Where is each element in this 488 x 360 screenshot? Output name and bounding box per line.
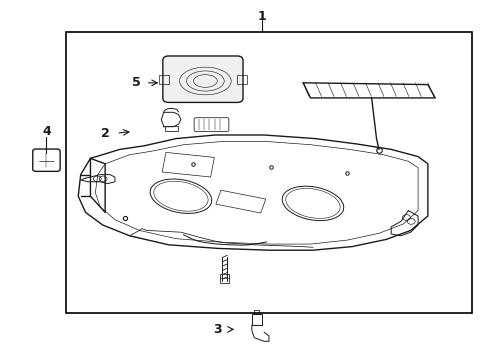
Text: 5: 5 — [131, 76, 140, 89]
Bar — [237, 75, 246, 84]
FancyBboxPatch shape — [163, 56, 243, 102]
Bar — [254, 310, 259, 314]
Text: 3: 3 — [213, 323, 222, 336]
Text: 1: 1 — [257, 10, 265, 23]
Bar — [66, 32, 471, 313]
Bar — [215, 190, 265, 213]
Bar — [164, 126, 177, 131]
Text: 2: 2 — [101, 127, 109, 140]
Bar — [162, 152, 214, 177]
Bar — [220, 274, 228, 283]
Bar — [159, 75, 168, 84]
Bar — [251, 314, 261, 325]
Text: 4: 4 — [42, 125, 51, 138]
